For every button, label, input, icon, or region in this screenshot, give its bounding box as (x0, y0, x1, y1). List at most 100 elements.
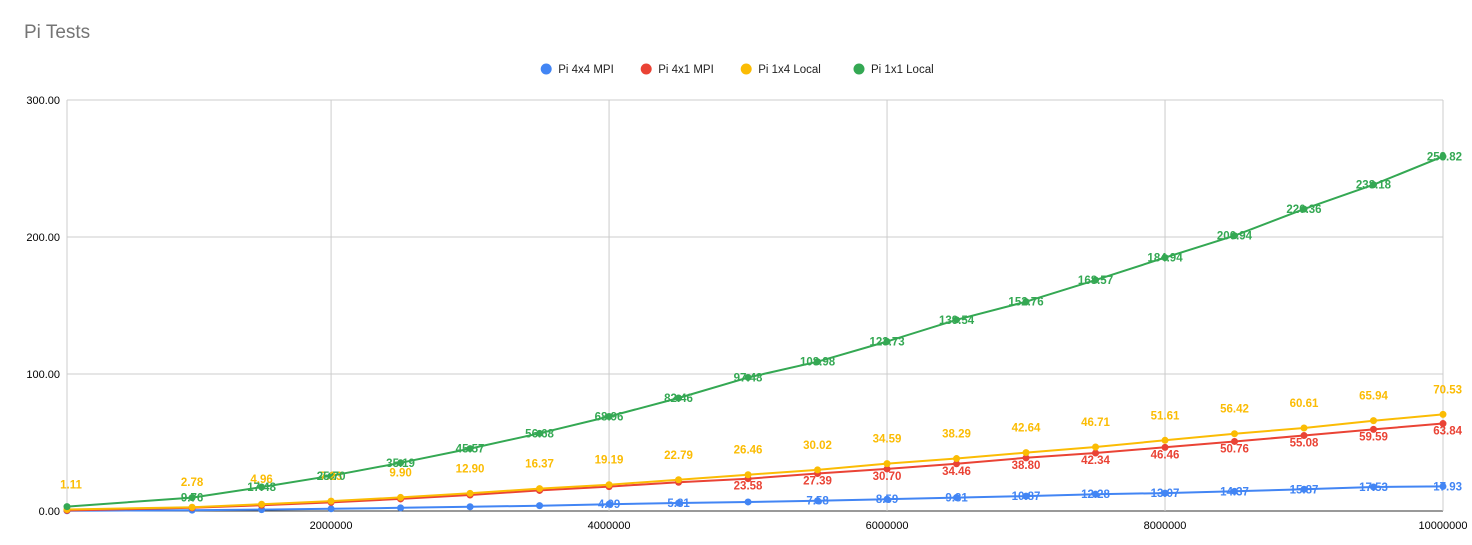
data-point-pi-4x4-mpi (536, 502, 544, 510)
data-point-pi-1x4-local (814, 466, 822, 474)
data-label-pi-1x1-local: 238.18 (1356, 180, 1392, 192)
x-tick-label: 10000000 (1419, 520, 1468, 532)
data-point-pi-1x1-local (63, 503, 71, 511)
data-point-pi-1x1-local (1300, 205, 1308, 213)
data-label-pi-4x4-mpi: 10.87 (1012, 491, 1041, 503)
grid-layer (66, 99, 1444, 512)
data-point-pi-1x4-local (188, 503, 196, 511)
data-label-pi-1x4-local: 42.64 (1012, 423, 1041, 435)
data-label-pi-1x1-local: 152.76 (1008, 297, 1043, 309)
data-point-pi-4x4-mpi (466, 503, 474, 511)
legend-label-pi-1x1-local: Pi 1x1 Local (871, 64, 934, 76)
data-point-pi-4x4-mpi (1161, 489, 1169, 497)
data-label-pi-4x4-mpi: 4.99 (598, 499, 620, 511)
data-label-pi-4x4-mpi: 17.93 (1433, 481, 1462, 493)
data-point-pi-1x1-local (1370, 181, 1378, 189)
legend-marker-pi-4x4-mpi (540, 63, 552, 75)
data-point-pi-1x1-local (814, 358, 822, 366)
data-point-pi-1x4-local (1300, 424, 1308, 432)
data-point-pi-4x1-mpi (1300, 432, 1308, 440)
data-label-pi-4x1-mpi: 23.58 (734, 481, 763, 493)
data-label-pi-4x1-mpi: 42.34 (1081, 455, 1110, 467)
data-label-pi-4x1-mpi: 55.08 (1290, 438, 1319, 450)
data-label-pi-1x1-local: 200.94 (1217, 231, 1253, 243)
data-label-pi-1x1-local: 9.76 (181, 493, 203, 505)
data-label-pi-1x4-local: 7.23 (320, 471, 342, 483)
data-label-pi-1x1-local: 45.57 (456, 444, 485, 456)
data-label-pi-4x4-mpi: 9.81 (945, 493, 968, 505)
data-point-pi-4x1-mpi (1370, 425, 1378, 433)
data-label-pi-1x4-local: 16.37 (525, 459, 554, 471)
data-label-pi-1x4-local: 46.71 (1081, 417, 1110, 429)
data-point-pi-4x4-mpi (1439, 482, 1447, 490)
data-label-pi-1x1-local: 139.54 (939, 315, 975, 327)
data-point-pi-4x1-mpi (1022, 454, 1030, 462)
data-label-pi-1x4-local: 30.02 (803, 440, 832, 452)
data-label-pi-4x1-mpi: 50.76 (1220, 443, 1249, 455)
data-point-pi-1x1-local (1092, 276, 1100, 284)
data-label-pi-1x1-local: 123.73 (869, 336, 904, 348)
data-label-pi-4x1-mpi: 27.39 (803, 475, 832, 487)
data-point-pi-4x4-mpi (883, 495, 891, 503)
data-point-pi-1x4-local (536, 485, 544, 493)
legend-label-pi-4x1-mpi: Pi 4x1 MPI (658, 64, 714, 76)
data-point-pi-4x4-mpi (814, 497, 822, 505)
legend-marker-pi-1x4-local (740, 63, 752, 75)
data-label-pi-4x4-mpi: 17.53 (1359, 482, 1388, 494)
data-label-pi-1x4-local: 56.42 (1220, 404, 1249, 416)
series-points (63, 152, 1447, 515)
data-point-pi-1x4-local (327, 497, 335, 505)
data-label-pi-1x1-local: 97.48 (734, 372, 763, 384)
data-label-pi-4x4-mpi: 8.59 (876, 494, 898, 506)
data-point-pi-4x4-mpi (1300, 485, 1308, 493)
data-point-pi-4x1-mpi (1439, 420, 1447, 428)
data-label-pi-1x4-local: 70.53 (1433, 384, 1462, 396)
data-label-pi-4x1-mpi: 38.80 (1012, 460, 1041, 472)
data-point-pi-1x4-local (466, 489, 474, 497)
data-point-pi-4x4-mpi (1370, 483, 1378, 491)
data-point-pi-4x4-mpi (327, 505, 335, 513)
data-label-pi-1x1-local: 220.36 (1286, 204, 1321, 216)
series-lines (66, 155, 1444, 512)
data-label-pi-1x4-local: 2.78 (181, 477, 204, 489)
legend-label-pi-1x4-local: Pi 1x4 Local (758, 64, 821, 76)
data-point-pi-1x4-local (1370, 417, 1378, 425)
data-point-pi-4x1-mpi (1161, 443, 1169, 451)
data-label-pi-4x4-mpi: 14.37 (1220, 486, 1249, 498)
y-tick-label: 300.00 (26, 95, 60, 107)
data-label-pi-4x1-mpi: 34.46 (942, 466, 971, 478)
data-point-pi-1x1-local (327, 472, 335, 480)
data-label-pi-1x4-local: 22.79 (664, 450, 693, 462)
data-label-pi-1x1-local: 184.94 (1147, 253, 1183, 265)
data-point-pi-1x1-local (883, 337, 891, 345)
data-point-pi-4x4-mpi (1092, 490, 1100, 498)
data-point-pi-1x4-local (1161, 436, 1169, 444)
x-tick-label: 2000000 (310, 520, 353, 532)
data-point-pi-4x1-mpi (883, 465, 891, 473)
data-point-pi-1x4-local (883, 460, 891, 468)
data-label-pi-4x4-mpi: 15.87 (1290, 484, 1319, 496)
data-point-pi-1x1-local (1022, 298, 1030, 306)
series-line-pi-4x4-mpi (66, 485, 1444, 512)
data-point-pi-4x4-mpi (744, 498, 752, 506)
data-point-pi-1x1-local (953, 316, 961, 324)
data-label-pi-1x1-local: 68.96 (595, 412, 624, 424)
legend: Pi 4x4 MPI Pi 4x1 MPI Pi 1x4 Local Pi 1x1 L… (540, 63, 934, 76)
data-label-pi-1x1-local: 17.48 (247, 482, 276, 494)
data-labels: 4.99 5.81 7.58 8.59 9.81 10.87 12.28 13.07 14.37… (60, 151, 1462, 511)
data-point-pi-1x4-local (397, 493, 405, 501)
data-point-pi-1x1-local (1439, 152, 1447, 160)
data-point-pi-1x1-local (466, 445, 474, 453)
series-line-pi-4x1-mpi (66, 422, 1444, 512)
data-label-pi-4x4-mpi: 13.07 (1151, 488, 1180, 500)
data-label-pi-4x1-mpi: 63.84 (1433, 426, 1462, 438)
data-label-pi-4x1-mpi: 30.70 (873, 471, 902, 483)
x-tick-label: 6000000 (866, 520, 909, 532)
data-point-pi-1x1-local (258, 483, 266, 491)
data-label-pi-1x4-local: 12.90 (456, 463, 485, 475)
data-label-pi-4x1-mpi: 59.59 (1359, 431, 1388, 443)
series-line-pi-1x1-local (66, 155, 1444, 508)
data-point-pi-4x4-mpi (1231, 487, 1239, 495)
data-point-pi-1x4-local (605, 481, 613, 489)
chart-title: Pi Tests (24, 22, 91, 43)
